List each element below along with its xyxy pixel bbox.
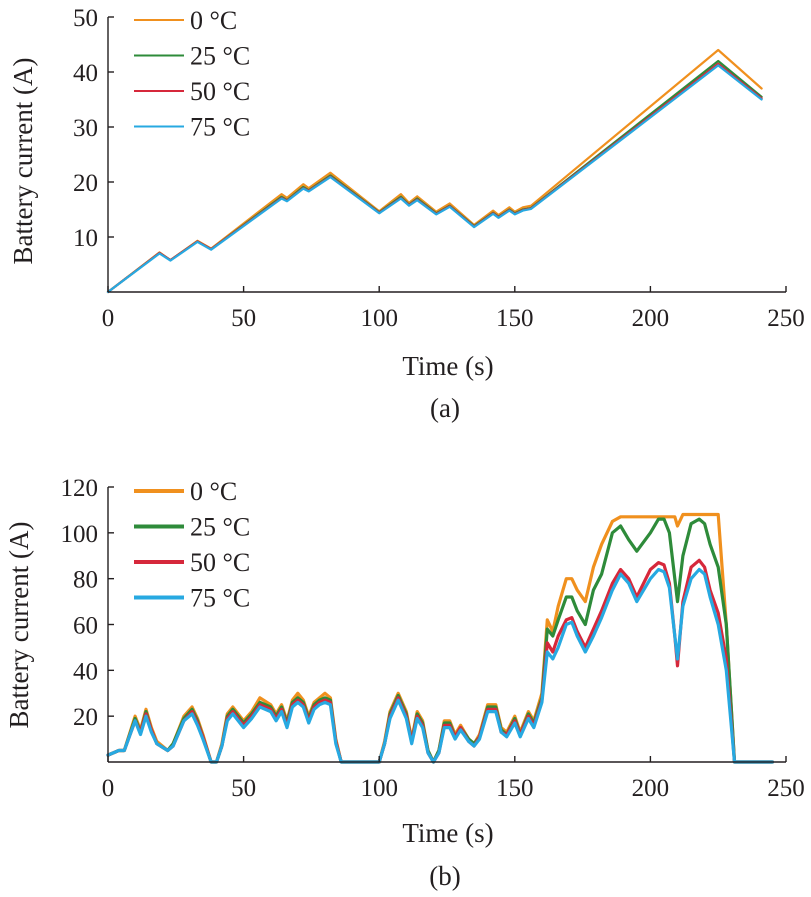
chart-b-x-tick-label: 50 (231, 775, 256, 802)
chart-a-x-tick-label: 100 (360, 305, 398, 332)
chart-a-caption: (a) (430, 393, 460, 423)
chart-b-x-tick-label: 150 (496, 775, 534, 802)
chart-a-y-tick-label: 30 (73, 115, 98, 142)
chart-b-legend: 0 °C 25 °C 50 °C 75 °C (134, 477, 250, 613)
chart-a-x-tick-label: 50 (231, 305, 256, 332)
chart-b-y-tick-label: 80 (73, 567, 98, 594)
chart-b-x-tick-label: 200 (632, 775, 670, 802)
chart-b-y-tick-label: 40 (73, 658, 98, 685)
chart-b-y-axis-label: Battery current (A) (4, 522, 34, 729)
chart-b-x-axis-label: Time (s) (402, 818, 493, 848)
chart-a-x-tick-label: 0 (102, 305, 115, 332)
chart-a-y-tick-label: 20 (73, 170, 98, 197)
chart-b-legend-label: 0 °C (190, 477, 237, 506)
chart-b-x-tick-label: 250 (767, 775, 805, 802)
chart-b-caption: (b) (429, 861, 460, 891)
chart-a-y-axis-label: Battery current (A) (8, 58, 38, 265)
chart-a-legend-label: 0 °C (190, 6, 237, 35)
chart-b-axes: 0 50 100 150 200 250 20 40 60 80 100 120 (61, 475, 805, 802)
chart-b-y-tick-label: 20 (73, 704, 98, 731)
chart-b-y-tick-label: 100 (61, 521, 99, 548)
chart-b-series (106, 512, 775, 764)
chart-a-x-axis-label: Time (s) (402, 351, 493, 381)
chart-a-series-line (106, 64, 763, 294)
chart-a-y-tick-label: 40 (73, 60, 98, 87)
chart-a-legend: 0 °C 25 °C 50 °C 75 °C (134, 6, 250, 142)
chart-b-legend-label: 25 °C (190, 513, 250, 542)
chart-a-x-tick-label: 200 (632, 305, 670, 332)
chart-a-legend-label: 75 °C (190, 113, 250, 142)
chart-a: 0 50 100 150 200 250 10 20 30 40 50 0 °C 25 °C 50 °C… (8, 5, 805, 423)
chart-a-y-tick-label: 50 (73, 5, 98, 32)
chart-b-x-tick-label: 100 (360, 775, 398, 802)
chart-a-axes: 0 50 100 150 200 250 10 20 30 40 50 (73, 5, 805, 332)
chart-a-series (106, 48, 763, 294)
chart-b-y-tick-label: 60 (73, 613, 98, 640)
chart-b-x-tick-label: 0 (102, 775, 115, 802)
chart-b-series-line (106, 567, 775, 764)
chart-b-y-tick-label: 120 (61, 475, 99, 502)
chart-a-x-tick-label: 250 (767, 305, 805, 332)
chart-a-legend-label: 50 °C (190, 77, 250, 106)
chart-a-y-tick-label: 10 (73, 225, 98, 252)
chart-b-legend-label: 50 °C (190, 548, 250, 577)
chart-b: 0 50 100 150 200 250 20 40 60 80 100 120 0 °C 25 °C 5… (4, 475, 805, 891)
chart-b-legend-label: 75 °C (190, 584, 250, 613)
chart-a-x-tick-label: 150 (496, 305, 534, 332)
chart-a-legend-label: 25 °C (190, 42, 250, 71)
